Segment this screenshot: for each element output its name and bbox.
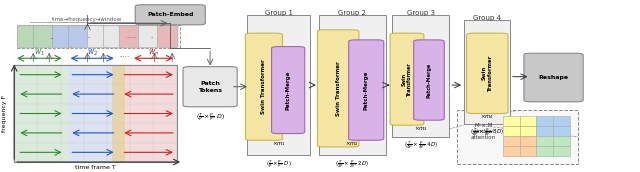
FancyBboxPatch shape: [104, 26, 124, 47]
FancyBboxPatch shape: [413, 40, 444, 120]
FancyBboxPatch shape: [119, 26, 140, 47]
Text: $(\frac{T}{4P} \times \frac{P}{4P}, 4D)$: $(\frac{T}{4P} \times \frac{P}{4P}, 4D)$: [404, 139, 438, 151]
FancyBboxPatch shape: [464, 20, 510, 123]
Text: Swin
Transformer: Swin Transformer: [401, 62, 412, 96]
Bar: [536, 116, 553, 126]
Text: time frame T: time frame T: [75, 165, 116, 170]
Text: ..: ..: [87, 34, 90, 39]
Text: $w_1$: $w_1$: [34, 47, 45, 58]
FancyBboxPatch shape: [68, 65, 120, 162]
Text: Swin Transformer: Swin Transformer: [261, 59, 266, 114]
FancyBboxPatch shape: [17, 26, 38, 47]
Text: $(\frac{T}{2P} \times \frac{P}{2P}, 2D)$: $(\frac{T}{2P} \times \frac{P}{2P}, 2D)$: [335, 158, 369, 170]
FancyBboxPatch shape: [33, 26, 54, 47]
Text: ......: ......: [127, 34, 138, 39]
FancyBboxPatch shape: [457, 110, 578, 164]
FancyBboxPatch shape: [88, 26, 108, 47]
Bar: [553, 136, 570, 146]
Text: $\times m_1$: $\times m_1$: [271, 139, 285, 148]
Text: time→frequency→window: time→frequency→window: [52, 17, 122, 22]
Text: Patch-Merge: Patch-Merge: [426, 62, 431, 98]
Text: Group 2: Group 2: [339, 10, 366, 16]
FancyBboxPatch shape: [271, 47, 305, 134]
FancyBboxPatch shape: [390, 33, 424, 125]
Text: Patch: Patch: [200, 81, 220, 86]
Text: Reshape: Reshape: [538, 75, 568, 80]
Text: Patch-Embed: Patch-Embed: [147, 12, 193, 17]
FancyBboxPatch shape: [392, 15, 449, 137]
FancyBboxPatch shape: [111, 65, 125, 162]
Text: $(\frac{T}{8P} \times \frac{P}{8P}, 8D)$: $(\frac{T}{8P} \times \frac{P}{8P}, 8D)$: [470, 126, 504, 138]
Text: Swin Transformer: Swin Transformer: [335, 61, 340, 116]
Text: $w_2$: $w_2$: [86, 47, 98, 58]
FancyBboxPatch shape: [138, 26, 159, 47]
Text: $\times m_4$: $\times m_4$: [480, 112, 494, 121]
FancyBboxPatch shape: [467, 33, 508, 114]
Bar: [520, 126, 536, 136]
Bar: [553, 146, 570, 156]
Bar: [536, 136, 553, 146]
Bar: [553, 126, 570, 136]
Text: ......: ......: [120, 53, 130, 58]
Text: M × M
window
attention: M × M window attention: [471, 123, 496, 140]
Bar: [503, 136, 520, 146]
Text: $\times m_2$: $\times m_2$: [345, 139, 359, 148]
Text: ..: ..: [49, 34, 53, 40]
Text: $(\frac{T}{P} \times \frac{P}{P}, D)$: $(\frac{T}{P} \times \frac{P}{P}, D)$: [196, 111, 225, 123]
Text: Group 3: Group 3: [406, 10, 435, 16]
Text: $\times m_3$: $\times m_3$: [413, 124, 428, 133]
FancyBboxPatch shape: [135, 5, 205, 25]
FancyBboxPatch shape: [524, 53, 583, 102]
Text: $(\frac{T}{P} \times \frac{P}{P}, D)$: $(\frac{T}{P} \times \frac{P}{P}, D)$: [266, 158, 291, 170]
Bar: [536, 126, 553, 136]
Bar: [520, 136, 536, 146]
Bar: [520, 116, 536, 126]
Text: Swin
Transformer: Swin Transformer: [482, 55, 493, 92]
FancyBboxPatch shape: [246, 33, 282, 140]
FancyBboxPatch shape: [14, 65, 68, 162]
Bar: [503, 126, 520, 136]
Text: frequency F: frequency F: [2, 95, 7, 132]
FancyBboxPatch shape: [68, 26, 89, 47]
Text: Patch-Merge: Patch-Merge: [364, 70, 369, 110]
Text: Group 4: Group 4: [473, 15, 501, 21]
FancyBboxPatch shape: [319, 15, 386, 155]
FancyBboxPatch shape: [120, 65, 177, 162]
Bar: [503, 116, 520, 126]
FancyBboxPatch shape: [52, 26, 73, 47]
Text: Group 1: Group 1: [264, 10, 292, 16]
FancyBboxPatch shape: [349, 40, 384, 140]
Text: $w_n$: $w_n$: [148, 47, 159, 58]
Bar: [536, 146, 553, 156]
Bar: [520, 146, 536, 156]
FancyBboxPatch shape: [183, 67, 237, 107]
Bar: [553, 116, 570, 126]
Bar: [503, 146, 520, 156]
FancyBboxPatch shape: [247, 15, 310, 155]
Text: ..: ..: [150, 34, 154, 39]
FancyBboxPatch shape: [317, 30, 359, 147]
FancyBboxPatch shape: [157, 26, 178, 47]
Text: Tokens: Tokens: [198, 88, 222, 93]
Text: Patch-Merge: Patch-Merge: [285, 70, 291, 110]
